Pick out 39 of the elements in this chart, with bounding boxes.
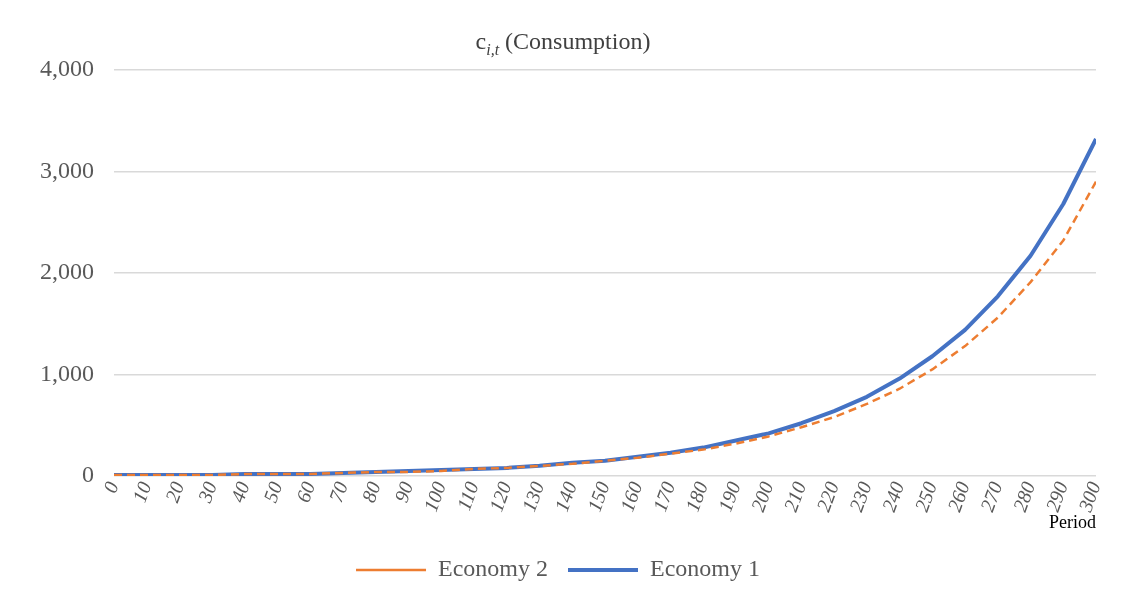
x-tick-label: 280: [1008, 478, 1040, 515]
x-tick-label: 140: [550, 478, 581, 515]
x-tick-label: 300: [1073, 478, 1105, 516]
chart-title: c$_{i,t}$ (Consumption): [475, 28, 651, 58]
y-tick-label: 0: [82, 461, 94, 488]
x-tick-label: 180: [680, 478, 712, 515]
x-tick-label: 250: [910, 478, 942, 515]
x-tick-label: 190: [713, 478, 745, 515]
x-tick-label: 10: [127, 478, 156, 506]
x-tick-label: 90: [389, 478, 418, 506]
x-tick-label: 30: [193, 478, 221, 506]
x-tick-label: 20: [160, 478, 189, 506]
y-tick-label: 1,000: [40, 359, 94, 386]
x-tick-label: 220: [811, 478, 843, 515]
x-tick-label: 210: [779, 478, 811, 515]
x-tick-label: 170: [648, 478, 680, 515]
x-tick-label: 200: [746, 478, 778, 515]
x-tick-label: 0: [98, 478, 123, 496]
x-tick-label: 160: [615, 478, 647, 515]
x-tick-label: 40: [226, 478, 254, 506]
x-tick-label: 80: [357, 478, 385, 506]
x-tick-label: 150: [582, 478, 614, 515]
legend-label: Economy 2: [438, 555, 548, 582]
x-tick-label: 230: [844, 478, 876, 515]
x-tick-label: 120: [484, 478, 516, 515]
legend-label: Economy 1: [650, 555, 760, 582]
x-tick-label: 270: [975, 478, 1007, 515]
y-tick-label: 4,000: [40, 55, 94, 82]
x-tick-label: 70: [324, 478, 352, 506]
y-tick-label: 2,000: [40, 258, 94, 285]
x-tick-label: 240: [877, 478, 909, 515]
x-tick-label: 260: [942, 478, 974, 515]
x-tick-label: 110: [452, 478, 483, 514]
x-tick-label: 50: [258, 478, 287, 506]
x-tick-label: 100: [419, 478, 451, 515]
y-tick-label: 3,000: [40, 156, 94, 183]
x-tick-label: 290: [1041, 478, 1072, 515]
x-tick-label: 130: [517, 478, 549, 515]
x-tick-label: 60: [291, 478, 320, 506]
